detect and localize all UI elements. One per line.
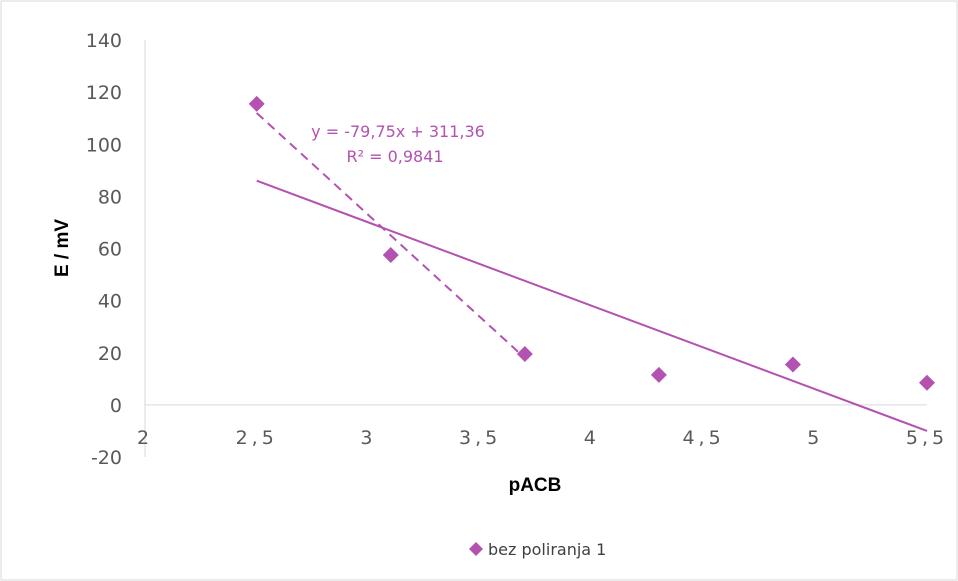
y-tick-label: 80 xyxy=(98,186,122,208)
trendlines xyxy=(256,112,928,432)
y-tick-labels: -20 0 20 40 60 80 100 120 140 xyxy=(86,30,122,469)
x-tick-label: 5,5 xyxy=(906,427,948,449)
data-points xyxy=(248,95,935,391)
y-axis-title: E / mV xyxy=(52,219,73,277)
x-tick-label: 5 xyxy=(807,427,823,449)
trendline-solid xyxy=(256,179,928,432)
x-tick-label: 3,5 xyxy=(459,427,501,449)
y-tick-label: 60 xyxy=(98,239,122,261)
x-tick-label: 4 xyxy=(584,427,600,449)
x-tick-label: 4,5 xyxy=(682,427,724,449)
data-point-diamond xyxy=(382,247,399,264)
data-point-diamond xyxy=(516,346,533,363)
y-tick-label: 40 xyxy=(98,291,122,313)
data-point-diamond xyxy=(919,374,935,391)
x-tick-label: 2,5 xyxy=(236,427,278,449)
data-point-diamond xyxy=(784,356,801,373)
y-tick-label: 0 xyxy=(110,395,122,417)
legend: bez poliranja 1 xyxy=(469,540,606,559)
axes xyxy=(144,40,927,457)
y-tick-label: 140 xyxy=(86,30,122,52)
legend-marker-diamond xyxy=(469,542,483,556)
trendline-r-squared: R² = 0,9841 xyxy=(346,147,443,166)
y-tick-label: 100 xyxy=(86,134,122,156)
x-tick-label: 3 xyxy=(360,427,376,449)
data-point-diamond xyxy=(650,366,667,383)
y-tick-label: -20 xyxy=(91,447,122,469)
trendline-equation: y = -79,75x + 311,36 xyxy=(311,122,485,141)
data-point-diamond xyxy=(248,95,265,112)
x-tick-labels: 2 2,5 3 3,5 4 4,5 5 5,5 xyxy=(137,427,948,449)
x-tick-label: 2 xyxy=(137,427,153,449)
y-tick-label: 120 xyxy=(86,82,122,104)
legend-entry-label: bez poliranja 1 xyxy=(488,540,606,559)
trendline-dashed xyxy=(256,112,526,359)
y-tick-label: 20 xyxy=(98,343,122,365)
x-axis-title: pACB xyxy=(509,475,562,496)
